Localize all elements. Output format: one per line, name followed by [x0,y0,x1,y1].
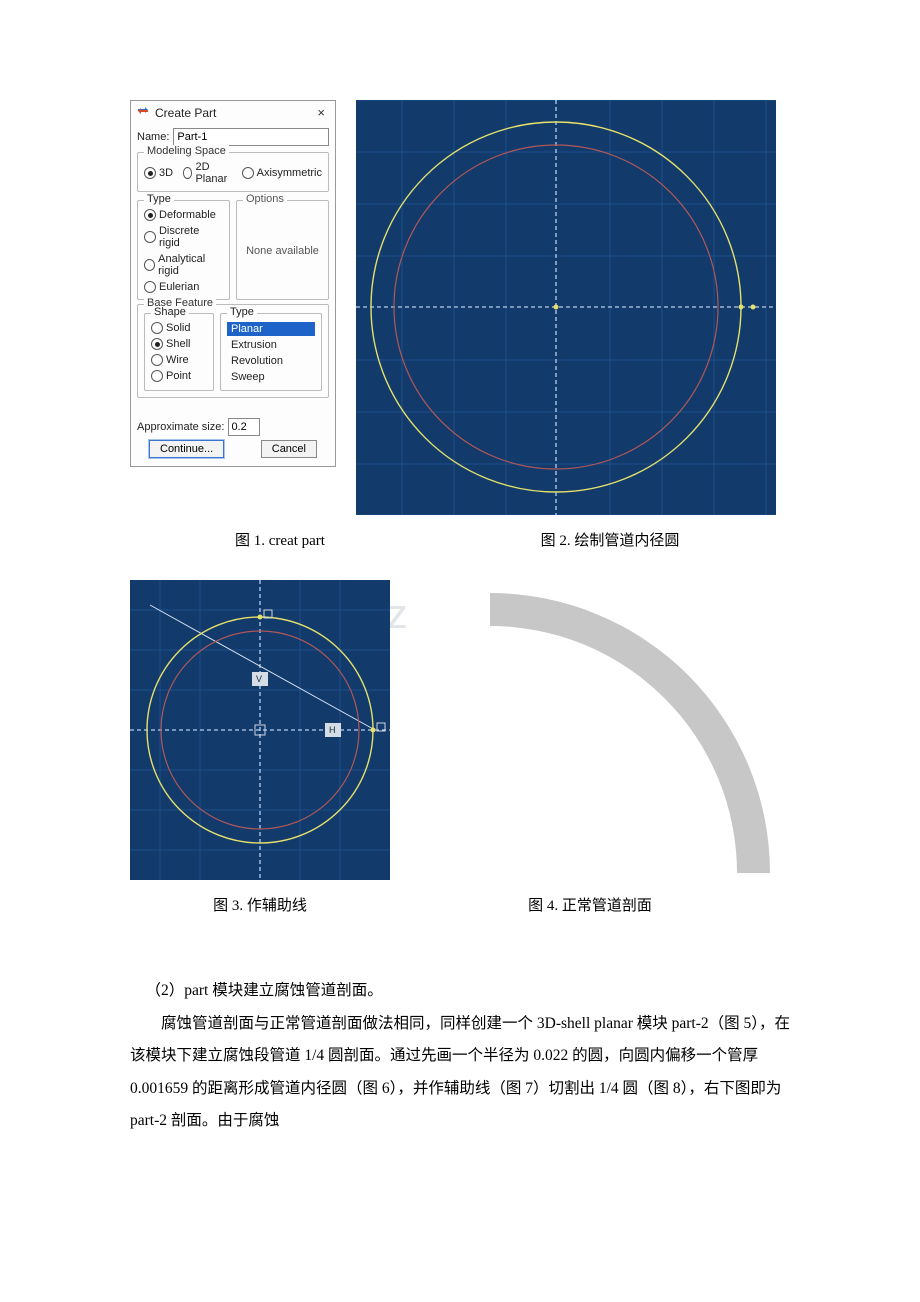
close-icon[interactable]: × [313,105,329,120]
label-h: H [329,725,336,735]
cancel-button[interactable]: Cancel [261,440,317,458]
radio-3d[interactable]: 3D [144,167,173,179]
type-legend: Type [144,193,174,205]
base-type-group: Type Planar Extrusion Revolution Sweep [220,313,322,391]
options-none: None available [246,245,319,257]
modeling-space-group: Modeling Space 3D 2D Planar Axisymmetric [137,152,329,192]
dialog-titlebar: Create Part × [131,101,335,124]
radio-axisymmetric[interactable]: Axisymmetric [242,167,322,179]
radio-solid[interactable]: Solid [151,322,207,334]
label-v: V [256,674,262,684]
type-sweep[interactable]: Sweep [227,370,315,384]
approx-input[interactable] [228,418,260,436]
radio-shell[interactable]: Shell [151,338,207,350]
type-group: Type Deformable Discrete rigid Analytica… [137,200,230,300]
radio-point[interactable]: Point [151,370,207,382]
body-paragraph: 腐蚀管道剖面与正常管道剖面做法相同，同样创建一个 3D-shell planar… [130,1008,790,1138]
radio-deformable[interactable]: Deformable [144,209,223,221]
type-extrusion[interactable]: Extrusion [227,338,315,352]
caption-fig2: 图 2. 绘制管道内径圆 [430,529,790,550]
shape-group: Shape Solid Shell Wire Point [144,313,214,391]
radio-discrete-rigid[interactable]: Discrete rigid [144,225,223,249]
radio-wire[interactable]: Wire [151,354,207,366]
name-label: Name: [137,131,169,143]
body-heading: （2）part 模块建立腐蚀管道剖面。 [130,975,790,1008]
caption-fig4: 图 4. 正常管道剖面 [390,894,790,915]
shape-legend: Shape [151,306,189,318]
modeling-space-legend: Modeling Space [144,145,229,157]
base-feature-group: Base Feature Shape Solid Shell Wire Poin… [137,304,329,398]
type-revolution[interactable]: Revolution [227,354,315,368]
continue-button[interactable]: Continue... [149,440,224,458]
swap-icon [137,105,149,120]
sketch-fig3: V H [130,580,390,880]
base-type-legend: Type [227,306,257,318]
radio-2d-planar[interactable]: 2D Planar [183,161,232,185]
sketch-fig2 [356,100,776,515]
create-part-dialog: Create Part × Name: Modeling Space 3D 2D… [130,100,336,467]
radio-analytical-rigid[interactable]: Analytical rigid [144,253,223,277]
name-input[interactable] [173,128,329,146]
options-legend: Options [243,193,287,205]
caption-fig3: 图 3. 作辅助线 [130,894,390,915]
body-text: （2）part 模块建立腐蚀管道剖面。 腐蚀管道剖面与正常管道剖面做法相同，同样… [130,975,790,1138]
caption-fig1: 图 1. creat part [130,529,430,550]
dialog-title: Create Part [155,106,313,120]
type-planar[interactable]: Planar [227,322,315,336]
approx-label: Approximate size: [137,421,224,433]
options-group: Options None available [236,200,329,300]
sketch-fig4 [410,580,788,880]
radio-eulerian[interactable]: Eulerian [144,281,223,293]
